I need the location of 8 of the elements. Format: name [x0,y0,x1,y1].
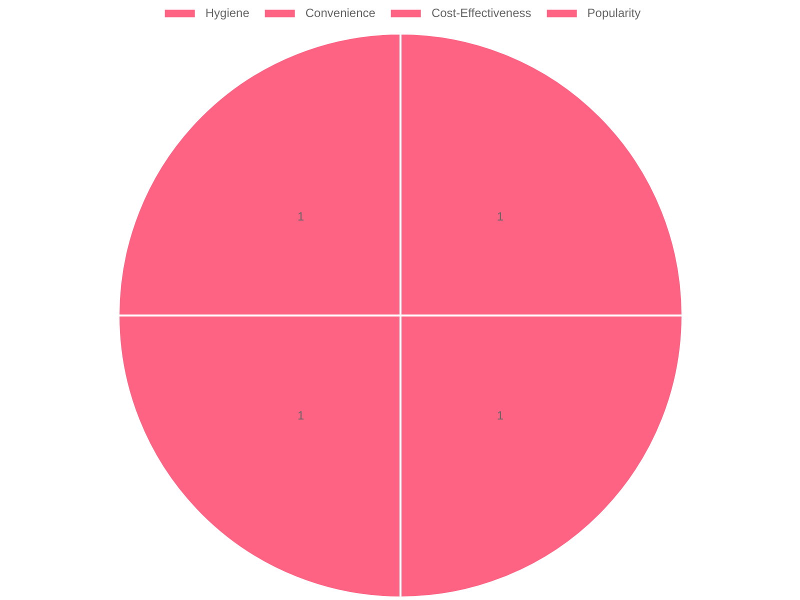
legend-label: Cost-Effectiveness [431,6,532,20]
data-label: 1 [297,209,304,224]
data-label: 1 [496,209,504,224]
legend-label: Hygiene [205,6,250,20]
legend-label: Convenience [305,6,376,20]
legend-label: Popularity [587,6,641,20]
data-label: 1 [297,408,304,423]
data-label: 1 [496,408,504,423]
